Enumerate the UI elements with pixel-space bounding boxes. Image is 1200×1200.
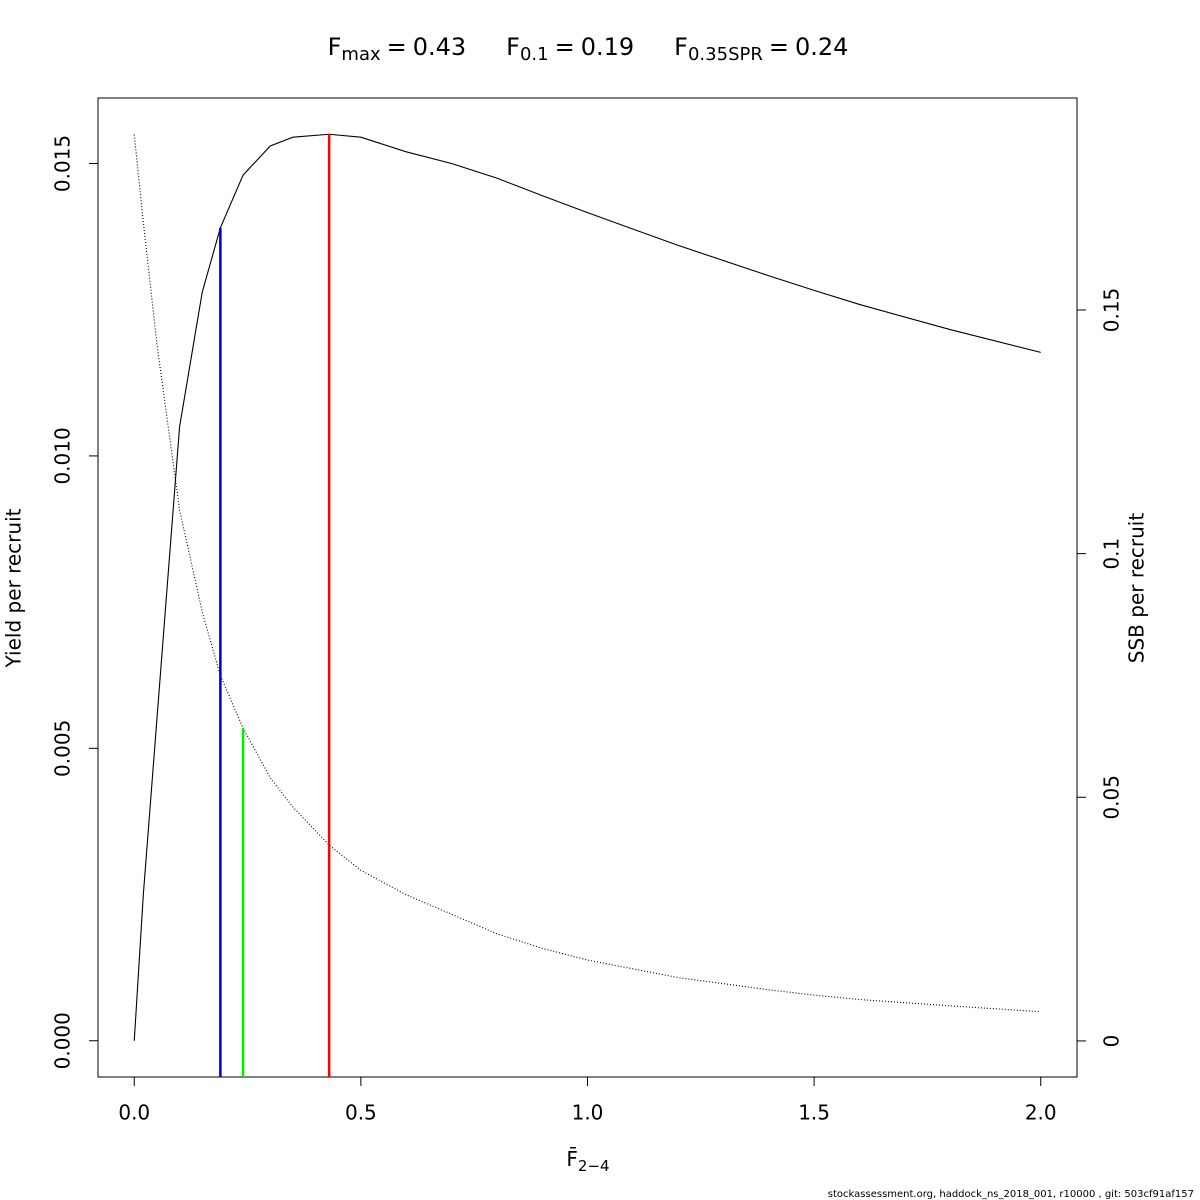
x-tick-label: 0.5	[345, 1101, 377, 1125]
title-symbol: F	[328, 33, 342, 61]
x-tick-label: 2.0	[1025, 1101, 1057, 1125]
title-subscript: 0.1	[520, 44, 549, 65]
y-tick-label: 0.010	[51, 427, 75, 484]
y-tick-label: 0.015	[51, 135, 75, 192]
title-relation: =	[387, 33, 407, 61]
title-relation: =	[555, 33, 575, 61]
series-line	[133, 133, 1041, 1041]
x-label-subscript: 2−4	[578, 1157, 610, 1175]
y2-tick-label: 0.05	[1100, 775, 1124, 820]
plot-frame	[97, 97, 1078, 1078]
x-tick-label: 0.0	[118, 1101, 150, 1125]
title-symbol: F	[674, 33, 688, 61]
y-tick-label: 0.005	[51, 720, 75, 777]
title-value: 0.43	[413, 33, 466, 61]
y2-tick-label: 0	[1100, 1035, 1124, 1048]
title-subscript: 0.35SPR	[688, 44, 763, 65]
x-axis-label: F̄2−4	[566, 1146, 609, 1175]
y2-tick-label: 0.15	[1100, 288, 1124, 333]
x-label-symbol: F̄	[566, 1146, 578, 1171]
title-value: 0.24	[795, 33, 848, 61]
title-subscript: max	[341, 44, 381, 65]
x-tick-label: 1.5	[798, 1101, 830, 1125]
x-tick-label: 1.0	[572, 1101, 604, 1125]
y2-axis-label: SSB per recruit	[1125, 513, 1149, 664]
y-tick-label: 0.000	[51, 1012, 75, 1069]
chart-title: Fmax = 0.43 F0.1 = 0.19 F0.35SPR = 0.24	[328, 33, 849, 65]
y2-tick-label: 0.1	[1100, 538, 1124, 570]
title-relation: =	[769, 33, 789, 61]
series-line	[133, 134, 1041, 1013]
footer: stockassessment.org, haddock_ns_2018_001…	[828, 1189, 1194, 1200]
title-symbol: F	[506, 33, 520, 61]
title-value: 0.19	[581, 33, 634, 61]
y-axis-label: Yield per recruit	[2, 508, 26, 668]
